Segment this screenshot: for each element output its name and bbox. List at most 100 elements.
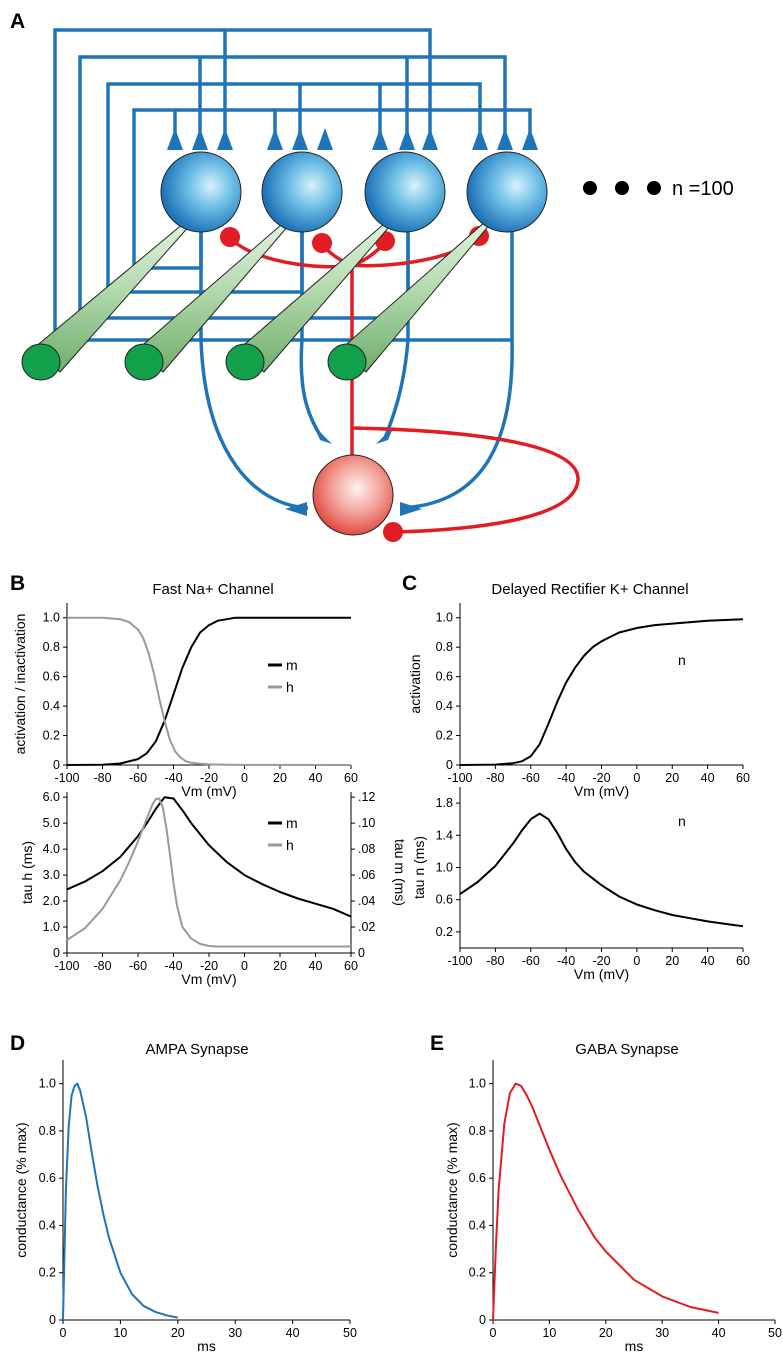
pyramidal-cell-2 [261,151,343,233]
y-tick-label: 2.0 [43,894,60,908]
x-tick-label: 0 [241,771,248,785]
chart-title-e: GABA Synapse [575,1041,678,1058]
x-axis-label: Vm (mV) [181,783,236,799]
y-tick-label: 6.0 [43,790,60,804]
x-tick-label: 60 [736,954,750,968]
x-axis-label: ms [625,1338,644,1354]
y-tick-label: 4.0 [43,842,60,856]
x-axis-label: Vm (mV) [574,783,629,799]
x-axis-label: ms [197,1338,216,1354]
pyramidal-cell-3 [364,151,446,233]
y-tick-label: 0.2 [436,729,453,743]
y-tick-label: 0.4 [436,699,453,713]
chart-d-ampa: 0 10 20 30 40 50 0 0.2 0.4 0.6 0.8 1.0 ms conductance… [13,1060,357,1354]
x-tick-label: -100 [447,954,472,968]
y-tick-label: 1.0 [436,861,453,875]
legend-label-h: h [286,679,294,695]
x-tick-label: 20 [273,771,287,785]
x-tick-label: -20 [200,959,218,973]
y-tick-label: 0 [53,758,60,772]
y-tick-label: 0.4 [469,1218,486,1232]
x-tick-label: 50 [343,1326,357,1340]
y-tick-label: 0.2 [469,1266,486,1280]
x-axis-label: Vm (mV) [574,966,629,982]
y-axis-label: tau n (ms) [411,836,427,899]
x-tick-label: 0 [633,954,640,968]
x-tick-label: -80 [93,771,111,785]
x-tick-label: -80 [486,954,504,968]
y-tick-label: 3.0 [43,868,60,882]
x-tick-label: 10 [113,1326,127,1340]
x-tick-label: -40 [557,771,575,785]
x-tick-label: -60 [522,771,540,785]
x-tick-label: 40 [286,1326,300,1340]
y-tick-label: 0.6 [436,893,453,907]
x-tick-label: -20 [592,771,610,785]
y-tick-label: 0.4 [43,699,60,713]
y2-tick-label: .06 [358,868,375,882]
panel-letter-d: D [10,1032,25,1055]
y-axis-label: activation / inactivation [12,614,28,755]
x-tick-label: -80 [93,959,111,973]
legend-label-m: m [286,657,298,673]
series-line-gaba [492,1082,719,1321]
y-tick-label: 1.0 [43,611,60,625]
x-tick-label: -60 [522,954,540,968]
x-tick-label: -100 [54,959,79,973]
y-tick-label: 1.4 [436,828,453,842]
legend: mh [268,815,298,853]
x-tick-label: 60 [344,771,358,785]
x-tick-label: 20 [665,771,679,785]
y2-axis-label: tau m (ms) [392,839,408,906]
curve-label: n [678,813,686,829]
y-axis-label: conductance (% max) [13,1122,29,1257]
y-tick-label: 1.0 [436,611,453,625]
y-axis-label: activation [407,654,423,713]
y-tick-label: 0.4 [39,1218,56,1232]
chart-title-c: Delayed Rectifier K+ Channel [491,581,688,598]
x-tick-label: 40 [701,771,715,785]
y2-tick-label: .08 [358,842,375,856]
y2-tick-label: .12 [358,790,375,804]
x-tick-label: 0 [60,1326,67,1340]
x-tick-label: -60 [129,959,147,973]
x-tick-label: -100 [54,771,79,785]
y-tick-label: 0.6 [469,1171,486,1185]
legend-label-h: h [286,837,294,853]
x-tick-label: -60 [129,771,147,785]
x-tick-label: 20 [599,1326,613,1340]
chart-e-gaba: 0 10 20 30 40 50 0 0.2 0.4 0.6 0.8 1.0 ms conductance… [444,1060,782,1354]
chart-b-activation: -100 -80 -60 -40 -20 0 20 40 60 0 0.2 0.4 0.6 0.8 1.0 V… [12,603,358,799]
y-tick-label: 1.0 [469,1077,486,1091]
excitatory-synapse-heads [167,128,538,516]
x-tick-label: -40 [164,959,182,973]
x-tick-label: 0 [633,771,640,785]
y-tick-label: 0.2 [436,925,453,939]
y-tick-label: 0 [49,1313,56,1327]
y-tick-label: 0 [53,946,60,960]
x-tick-label: 50 [768,1326,782,1340]
x-tick-label: -80 [486,771,504,785]
series-line-n [459,812,744,928]
x-tick-label: 20 [665,954,679,968]
legend-label-m: m [286,815,298,831]
y-tick-label: 0.2 [39,1266,56,1280]
x-tick-label: 0 [241,959,248,973]
x-tick-label: 60 [344,959,358,973]
chart-b-tau: -100 -80 -60 -40 -20 0 20 40 6001.02.03.04.05.06… [19,790,408,987]
plots-layer: -100 -80 -60 -40 -20 0 20 40 6000.20.40.60.81.0V… [12,603,782,1354]
series-line-n [459,618,744,766]
x-tick-label: 60 [736,771,750,785]
y2-tick-label: .10 [358,816,375,830]
input-fibers [21,197,513,381]
interneuron-cell [312,454,394,536]
panel-letter-c: C [402,572,417,595]
y2-tick-label: .04 [358,894,375,908]
cell-count-label: n =100 [672,178,734,200]
chart-title-d: AMPA Synapse [145,1041,248,1058]
x-tick-label: 30 [228,1326,242,1340]
y-tick-label: 5.0 [43,816,60,830]
x-tick-label: 0 [490,1326,497,1340]
x-tick-label: -20 [592,954,610,968]
